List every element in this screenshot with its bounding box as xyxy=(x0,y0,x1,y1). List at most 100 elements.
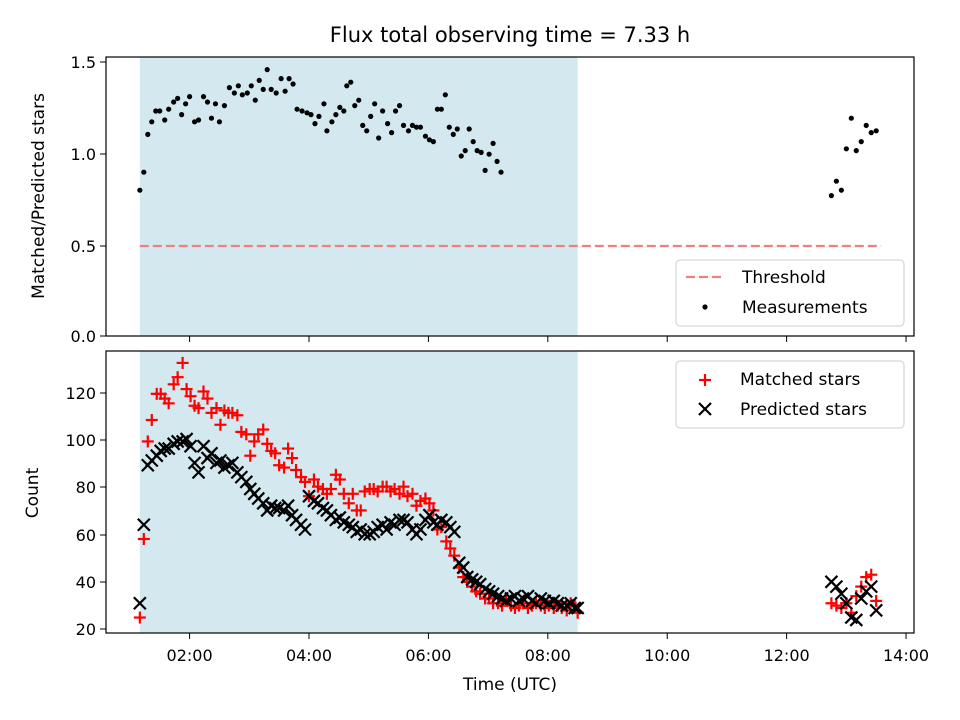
predicted-star-point xyxy=(183,439,198,453)
predicted-star-point xyxy=(829,579,844,594)
y-tick-label: 1.0 xyxy=(71,145,96,164)
predicted-star-point xyxy=(133,596,147,611)
measurement-point xyxy=(179,112,185,118)
y-tick-label: 0.5 xyxy=(71,237,96,256)
matched-star-point xyxy=(257,423,270,436)
predicted-star-point xyxy=(225,456,240,470)
x-tick: 12:00 xyxy=(764,633,810,665)
measurement-point xyxy=(413,124,420,130)
measurement-point xyxy=(486,151,492,157)
measurement-point xyxy=(153,108,159,114)
measurement-point xyxy=(195,117,202,123)
matched-star-point xyxy=(240,428,253,441)
matched-star-point xyxy=(865,568,878,581)
measurement-point xyxy=(405,128,412,134)
measurement-point xyxy=(843,146,849,152)
measurement-point xyxy=(868,130,874,136)
measurement-point xyxy=(474,148,480,154)
matched-star-point xyxy=(278,461,291,474)
measurement-point xyxy=(434,106,440,112)
measurement-point xyxy=(252,97,258,103)
predicted-star-point xyxy=(179,432,194,446)
measurement-point xyxy=(299,108,305,114)
legend-matched-label: Matched stars xyxy=(740,370,860,390)
count-legend: Matched stars Predicted stars xyxy=(675,360,905,429)
measurement-point xyxy=(430,139,436,145)
measurement-point xyxy=(838,187,844,193)
ratio-legend: Threshold Measurements xyxy=(675,259,905,327)
measurement-point xyxy=(278,76,284,82)
measurement-point xyxy=(380,108,386,114)
measurement-point xyxy=(400,122,407,128)
measurement-point xyxy=(364,128,370,134)
predicted-star-point xyxy=(307,494,321,508)
matched-star-point xyxy=(269,447,282,460)
measurement-point xyxy=(360,122,366,128)
measurement-point xyxy=(282,88,288,94)
x-tick-label: 14:00 xyxy=(883,646,929,665)
y-tick-label: 80 xyxy=(76,478,96,497)
measurement-point xyxy=(442,92,448,98)
measurement-point xyxy=(316,113,322,119)
matched-star-point xyxy=(248,435,261,448)
measurement-point xyxy=(462,148,468,154)
x-tick: 08:00 xyxy=(525,633,571,665)
x-tick-label: 08:00 xyxy=(525,646,571,665)
measurement-point xyxy=(368,113,374,119)
matched-star-point xyxy=(133,611,146,624)
count-panel: 20 40 60 80 100 120 02:00 04:00 06:00 08… xyxy=(23,350,929,695)
predicted-star-point xyxy=(512,594,526,608)
measurement-point xyxy=(863,122,869,128)
matched-star-point xyxy=(354,504,367,517)
measurement-point xyxy=(352,103,358,109)
measurement-point xyxy=(348,79,354,85)
predicted-star-point xyxy=(426,515,441,530)
matched-star-point xyxy=(393,487,406,500)
count-y-ticks: 20 40 60 80 100 120 xyxy=(65,384,106,639)
chart-title: Flux total observing time = 7.33 h xyxy=(330,23,690,47)
matched-star-point xyxy=(145,414,158,427)
measurement-point xyxy=(470,139,476,145)
predicted-star-point xyxy=(157,441,172,456)
predicted-star-point xyxy=(221,458,236,473)
measurement-point xyxy=(166,106,172,112)
legend-measurements-swatch xyxy=(702,304,708,310)
measurement-point xyxy=(438,106,444,112)
predicted-star-point xyxy=(191,465,206,480)
predicted-star-point xyxy=(400,515,415,530)
measurement-points xyxy=(137,67,879,199)
matched-star-point xyxy=(299,475,312,488)
measurement-point xyxy=(376,135,382,141)
x-tick: 14:00 xyxy=(883,633,929,665)
predicted-star-point xyxy=(204,446,219,461)
matched-star-point xyxy=(440,535,453,548)
measurement-point xyxy=(848,115,854,121)
measurement-point xyxy=(191,119,198,125)
measurement-point xyxy=(235,83,241,89)
predicted-star-point xyxy=(213,453,228,468)
y-tick-label: 100 xyxy=(65,431,96,450)
matched-star-point xyxy=(214,418,227,431)
matched-star-point xyxy=(444,542,457,555)
predicted-star-point xyxy=(869,603,883,618)
predicted-star-point xyxy=(209,456,224,470)
predicted-star-point xyxy=(379,522,394,537)
predicted-star-point xyxy=(456,560,471,575)
measurement-point xyxy=(141,169,147,175)
predicted-star-point xyxy=(217,460,232,475)
measurement-point xyxy=(324,128,330,134)
matched-star-point xyxy=(346,487,359,500)
measurement-point xyxy=(248,83,254,89)
ratio-x-ticks xyxy=(189,336,907,342)
predicted-star-point xyxy=(349,525,364,539)
y-tick-label: 20 xyxy=(76,620,96,639)
legend-box xyxy=(675,259,905,327)
measurement-point xyxy=(304,110,310,116)
y-tick-label: 60 xyxy=(76,526,96,545)
matched-star-point xyxy=(210,402,223,415)
measurement-point xyxy=(466,126,472,132)
matched-star-point xyxy=(324,483,337,496)
measurement-point xyxy=(171,99,177,105)
ratio-axes-frame xyxy=(105,56,915,337)
predicted-star-point xyxy=(849,613,864,627)
